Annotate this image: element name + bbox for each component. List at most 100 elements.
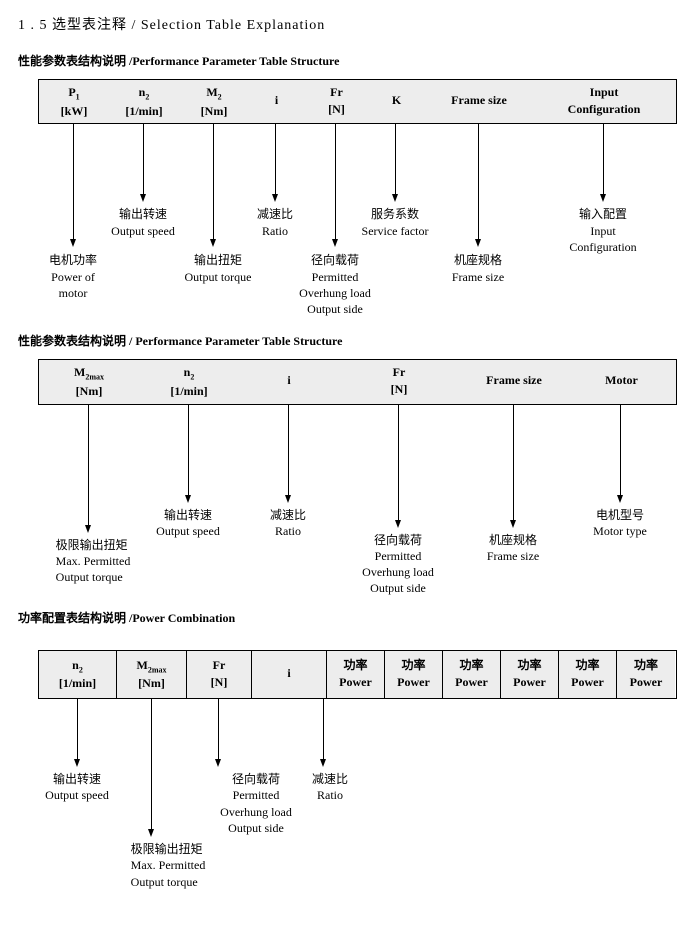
- section1-diagram: 电机功率 Power of motor 输出转速 Output speed 输出扭矩 O…: [38, 124, 677, 324]
- s2-l5b: Frame size: [487, 549, 539, 563]
- s3-l2a: 极限输出扭矩: [131, 842, 203, 856]
- s3-l4b: Ratio: [317, 788, 343, 802]
- s3-l1b: Output speed: [45, 788, 109, 802]
- s3-l3d: Output side: [228, 821, 284, 835]
- s3-h6a: 功率: [401, 658, 425, 672]
- s3-h1sub: 2: [79, 665, 83, 674]
- s2-l2a: 输出转速: [164, 508, 212, 522]
- s3-h3a: Fr: [213, 658, 226, 672]
- section3-diagram: 输出转速 Output speed 极限输出扭矩 Max. Permitted Out…: [38, 699, 677, 889]
- s2-l5a: 机座规格: [489, 533, 537, 547]
- s1-h3a: M: [206, 85, 217, 99]
- s1-h1sub: 1: [76, 92, 80, 101]
- s1-h6: K: [392, 93, 401, 107]
- s2-h6: Motor: [605, 373, 638, 387]
- s1-l4b: Ratio: [262, 224, 288, 238]
- s3-h4: i: [287, 666, 290, 680]
- s3-l3b: Permitted: [233, 788, 280, 802]
- section3-header: n2 [1/min] M2max [Nm] Fr [N] i 功率 Power 功率 Po…: [38, 650, 677, 699]
- s3-l4a: 减速比: [312, 772, 348, 786]
- s1-h8a: Input: [590, 85, 619, 99]
- s2-l4b: Permitted: [375, 549, 422, 563]
- s1-h3sub: 2: [218, 92, 222, 101]
- s1-l5b: Permitted: [312, 270, 359, 284]
- s2-l4c: Overhung load: [362, 565, 434, 579]
- s1-l8a: 输入配置: [579, 207, 627, 221]
- s3-l2b: Max. Permitted: [131, 858, 206, 872]
- s2-h3: i: [287, 373, 290, 387]
- section1-title: 性能参数表结构说明 /Performance Parameter Table S…: [18, 52, 677, 69]
- s1-l2a: 输出转速: [119, 207, 167, 221]
- s2-h2sub: 2: [190, 373, 194, 382]
- s1-h5a: Fr: [330, 85, 343, 99]
- s1-l5c: Overhung load: [299, 286, 371, 300]
- s1-l7b: Frame size: [452, 270, 504, 284]
- s1-h4: i: [275, 93, 278, 107]
- s3-l3c: Overhung load: [220, 805, 292, 819]
- s1-h5b: [N]: [306, 101, 367, 118]
- s3-h1b: [1/min]: [59, 676, 96, 690]
- s1-l3b: Output torque: [185, 270, 252, 284]
- s3-l3a: 径向载荷: [232, 772, 280, 786]
- s1-h8b: Configuration: [536, 101, 672, 118]
- s3-h2b: [Nm]: [138, 676, 165, 690]
- s2-h2b: [1/min]: [141, 383, 237, 400]
- s2-l4a: 径向载荷: [374, 533, 422, 547]
- s3-h7a: 功率: [459, 658, 483, 672]
- s3-h10b: Power: [630, 675, 663, 689]
- s3-h8a: 功率: [517, 658, 541, 672]
- s1-l6a: 服务系数: [371, 207, 419, 221]
- s1-l1c: motor: [59, 286, 88, 300]
- s3-h6b: Power: [397, 675, 430, 689]
- page-title: 1 . 5 选型表注释 / Selection Table Explanatio…: [18, 14, 677, 34]
- s2-l6b: Motor type: [593, 524, 647, 538]
- s1-h1b: [kW]: [41, 103, 107, 120]
- s2-l2b: Output speed: [156, 524, 220, 538]
- s2-l1a: 极限输出扭矩: [56, 538, 128, 552]
- s1-l4a: 减速比: [257, 207, 293, 221]
- s1-l8b: Input: [590, 224, 615, 238]
- s1-l2b: Output speed: [111, 224, 175, 238]
- s3-l1a: 输出转速: [53, 772, 101, 786]
- s1-l5d: Output side: [307, 302, 363, 316]
- s2-h5: Frame size: [486, 373, 542, 387]
- s2-h1a: M: [74, 365, 85, 379]
- s3-h2sub: 2max: [148, 665, 167, 674]
- s2-l1b: Max. Permitted: [56, 554, 131, 568]
- s1-h2b: [1/min]: [111, 103, 177, 120]
- s3-h2a: M: [137, 658, 148, 672]
- s3-h9a: 功率: [575, 658, 599, 672]
- s1-l7a: 机座规格: [454, 253, 502, 267]
- s1-l1a: 电机功率: [49, 253, 97, 267]
- s2-l4d: Output side: [370, 581, 426, 595]
- s2-h4b: [N]: [341, 381, 457, 398]
- s1-l1b: Power of: [51, 270, 95, 284]
- s3-h9b: Power: [571, 675, 604, 689]
- s3-h3b: [N]: [211, 675, 228, 689]
- s3-h1a: n: [72, 658, 79, 672]
- s2-l1c: Output torque: [56, 570, 123, 584]
- section2-header: M2max[Nm] n2[1/min] i Fr[N] Frame size M…: [38, 359, 677, 404]
- s3-h5a: 功率: [343, 658, 367, 672]
- s1-l5a: 径向载荷: [311, 253, 359, 267]
- section2-title: 性能参数表结构说明 / Performance Parameter Table …: [18, 332, 677, 349]
- s2-l3b: Ratio: [275, 524, 301, 538]
- s2-h1sub: 2max: [85, 373, 104, 382]
- s3-h8b: Power: [513, 675, 546, 689]
- s3-h5b: Power: [339, 675, 372, 689]
- s2-l6a: 电机型号: [596, 508, 644, 522]
- section2-diagram: 极限输出扭矩 Max. Permitted Output torque 输出转速 Ou…: [38, 405, 677, 605]
- section1-header: P1[kW] n2[1/min] M2[Nm] i Fr[N] K Frame …: [38, 79, 677, 124]
- s3-h7b: Power: [455, 675, 488, 689]
- section3-title: 功率配置表结构说明 /Power Combination: [18, 609, 677, 626]
- s1-h1a: P: [68, 85, 75, 99]
- s3-h10a: 功率: [634, 658, 658, 672]
- s1-h3b: [Nm]: [181, 103, 247, 120]
- s1-l6b: Service factor: [362, 224, 429, 238]
- s2-h4a: Fr: [393, 365, 406, 379]
- s3-l2c: Output torque: [131, 875, 198, 889]
- s1-h7: Frame size: [451, 93, 507, 107]
- s2-l3a: 减速比: [270, 508, 306, 522]
- s1-l3a: 输出扭矩: [194, 253, 242, 267]
- s2-h1b: [Nm]: [41, 383, 137, 400]
